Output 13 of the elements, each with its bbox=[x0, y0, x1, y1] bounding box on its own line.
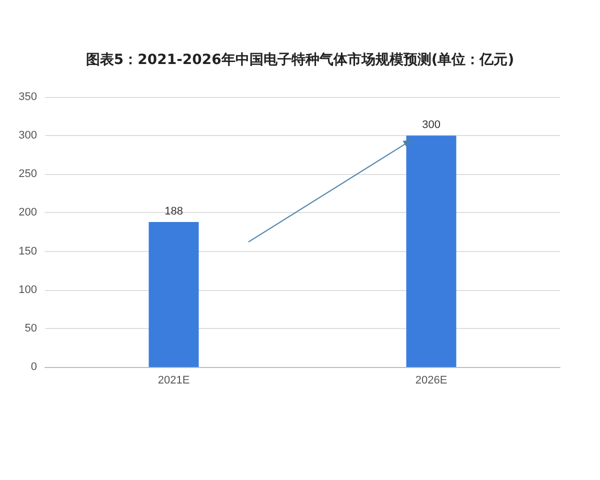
y-tick-label: 300 bbox=[18, 130, 37, 142]
x-tick-label: 2026E bbox=[415, 374, 448, 386]
y-tick-label: 50 bbox=[24, 322, 37, 334]
y-tick-label: 200 bbox=[18, 206, 37, 219]
chart-title: 图表5：2021-2026年中国电子特种气体市场规模预测(单位：亿元) bbox=[86, 51, 514, 68]
x-tick-label: 2021E bbox=[158, 374, 190, 386]
y-tick-label: 150 bbox=[18, 245, 37, 258]
y-tick-label: 0 bbox=[30, 361, 37, 373]
y-tick-label: 250 bbox=[18, 168, 37, 180]
y-tick-label: 100 bbox=[18, 284, 37, 296]
y-tick-label: 350 bbox=[18, 91, 37, 103]
data-label: 300 bbox=[422, 119, 440, 132]
data-label: 188 bbox=[164, 205, 183, 218]
